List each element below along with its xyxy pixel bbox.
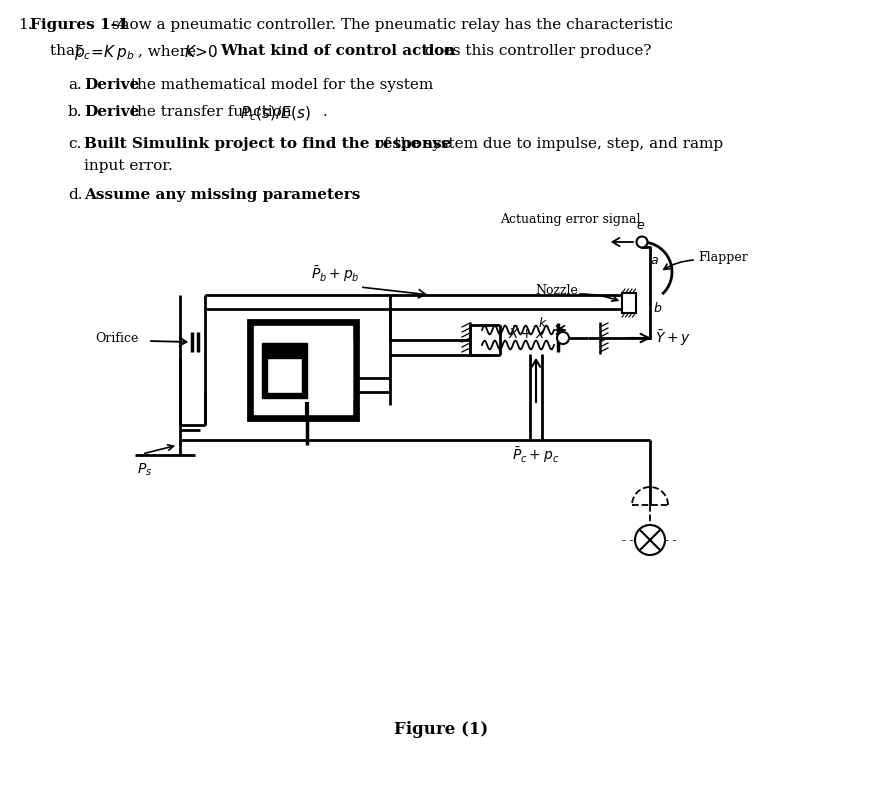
Text: e: e <box>636 219 644 232</box>
Text: Flapper: Flapper <box>698 250 748 263</box>
Text: a: a <box>650 254 658 266</box>
Text: k: k <box>538 317 546 330</box>
Text: a.: a. <box>68 78 82 92</box>
Text: Built Simulink project to find the response: Built Simulink project to find the respo… <box>84 137 452 151</box>
Circle shape <box>635 525 665 555</box>
Text: 1.: 1. <box>18 18 33 32</box>
Text: of the system due to impulse, step, and ramp: of the system due to impulse, step, and … <box>370 137 723 151</box>
Text: Assume any missing parameters: Assume any missing parameters <box>84 188 361 202</box>
Text: Derive: Derive <box>84 105 139 119</box>
Text: $\bar{P}_c+p_c$: $\bar{P}_c+p_c$ <box>512 445 560 465</box>
Text: the transfer function: the transfer function <box>126 105 296 119</box>
Text: show a pneumatic controller. The pneumatic relay has the characteristic: show a pneumatic controller. The pneumat… <box>107 18 673 32</box>
Text: What kind of control action: What kind of control action <box>220 44 455 58</box>
Bar <box>622 293 636 313</box>
Text: Nozzle: Nozzle <box>535 283 578 297</box>
Text: c.: c. <box>68 137 81 151</box>
Text: Derive: Derive <box>84 78 139 92</box>
Text: d.: d. <box>68 188 83 202</box>
Text: $\bar{P}_b+p_b$: $\bar{P}_b+p_b$ <box>310 264 359 284</box>
Text: , where: , where <box>138 44 201 58</box>
Bar <box>267 358 302 393</box>
Circle shape <box>637 237 647 247</box>
Text: $P_s$: $P_s$ <box>138 462 153 478</box>
Text: Figure (1): Figure (1) <box>394 721 488 738</box>
Text: b.: b. <box>68 105 83 119</box>
Text: - -: - - <box>665 535 676 545</box>
Text: does this controller produce?: does this controller produce? <box>420 44 652 58</box>
Text: $\bar{X}+x$: $\bar{X}+x$ <box>507 325 545 342</box>
Text: that: that <box>50 44 86 58</box>
Bar <box>262 343 307 398</box>
Text: input error.: input error. <box>84 159 173 173</box>
Text: $\bar{p}_c\!=\!K\,p_b$: $\bar{p}_c\!=\!K\,p_b$ <box>74 44 134 63</box>
Text: Figures 1-4: Figures 1-4 <box>30 18 128 32</box>
Text: $P_c(s)/E(s)$: $P_c(s)/E(s)$ <box>240 105 310 123</box>
Text: $K\!>\!0$: $K\!>\!0$ <box>184 44 219 60</box>
Bar <box>248 320 358 420</box>
Text: $\bar{Y}+y$: $\bar{Y}+y$ <box>655 328 691 348</box>
Text: .: . <box>213 44 222 58</box>
Text: b: b <box>654 302 662 314</box>
Bar <box>254 326 352 414</box>
Text: - -: - - <box>622 535 633 545</box>
Text: Orifice: Orifice <box>95 331 138 345</box>
Bar <box>307 340 352 400</box>
Circle shape <box>557 332 569 344</box>
Text: the mathematical model for the system: the mathematical model for the system <box>126 78 433 92</box>
Text: Actuating error signal: Actuating error signal <box>500 213 640 226</box>
Text: .: . <box>323 105 328 119</box>
